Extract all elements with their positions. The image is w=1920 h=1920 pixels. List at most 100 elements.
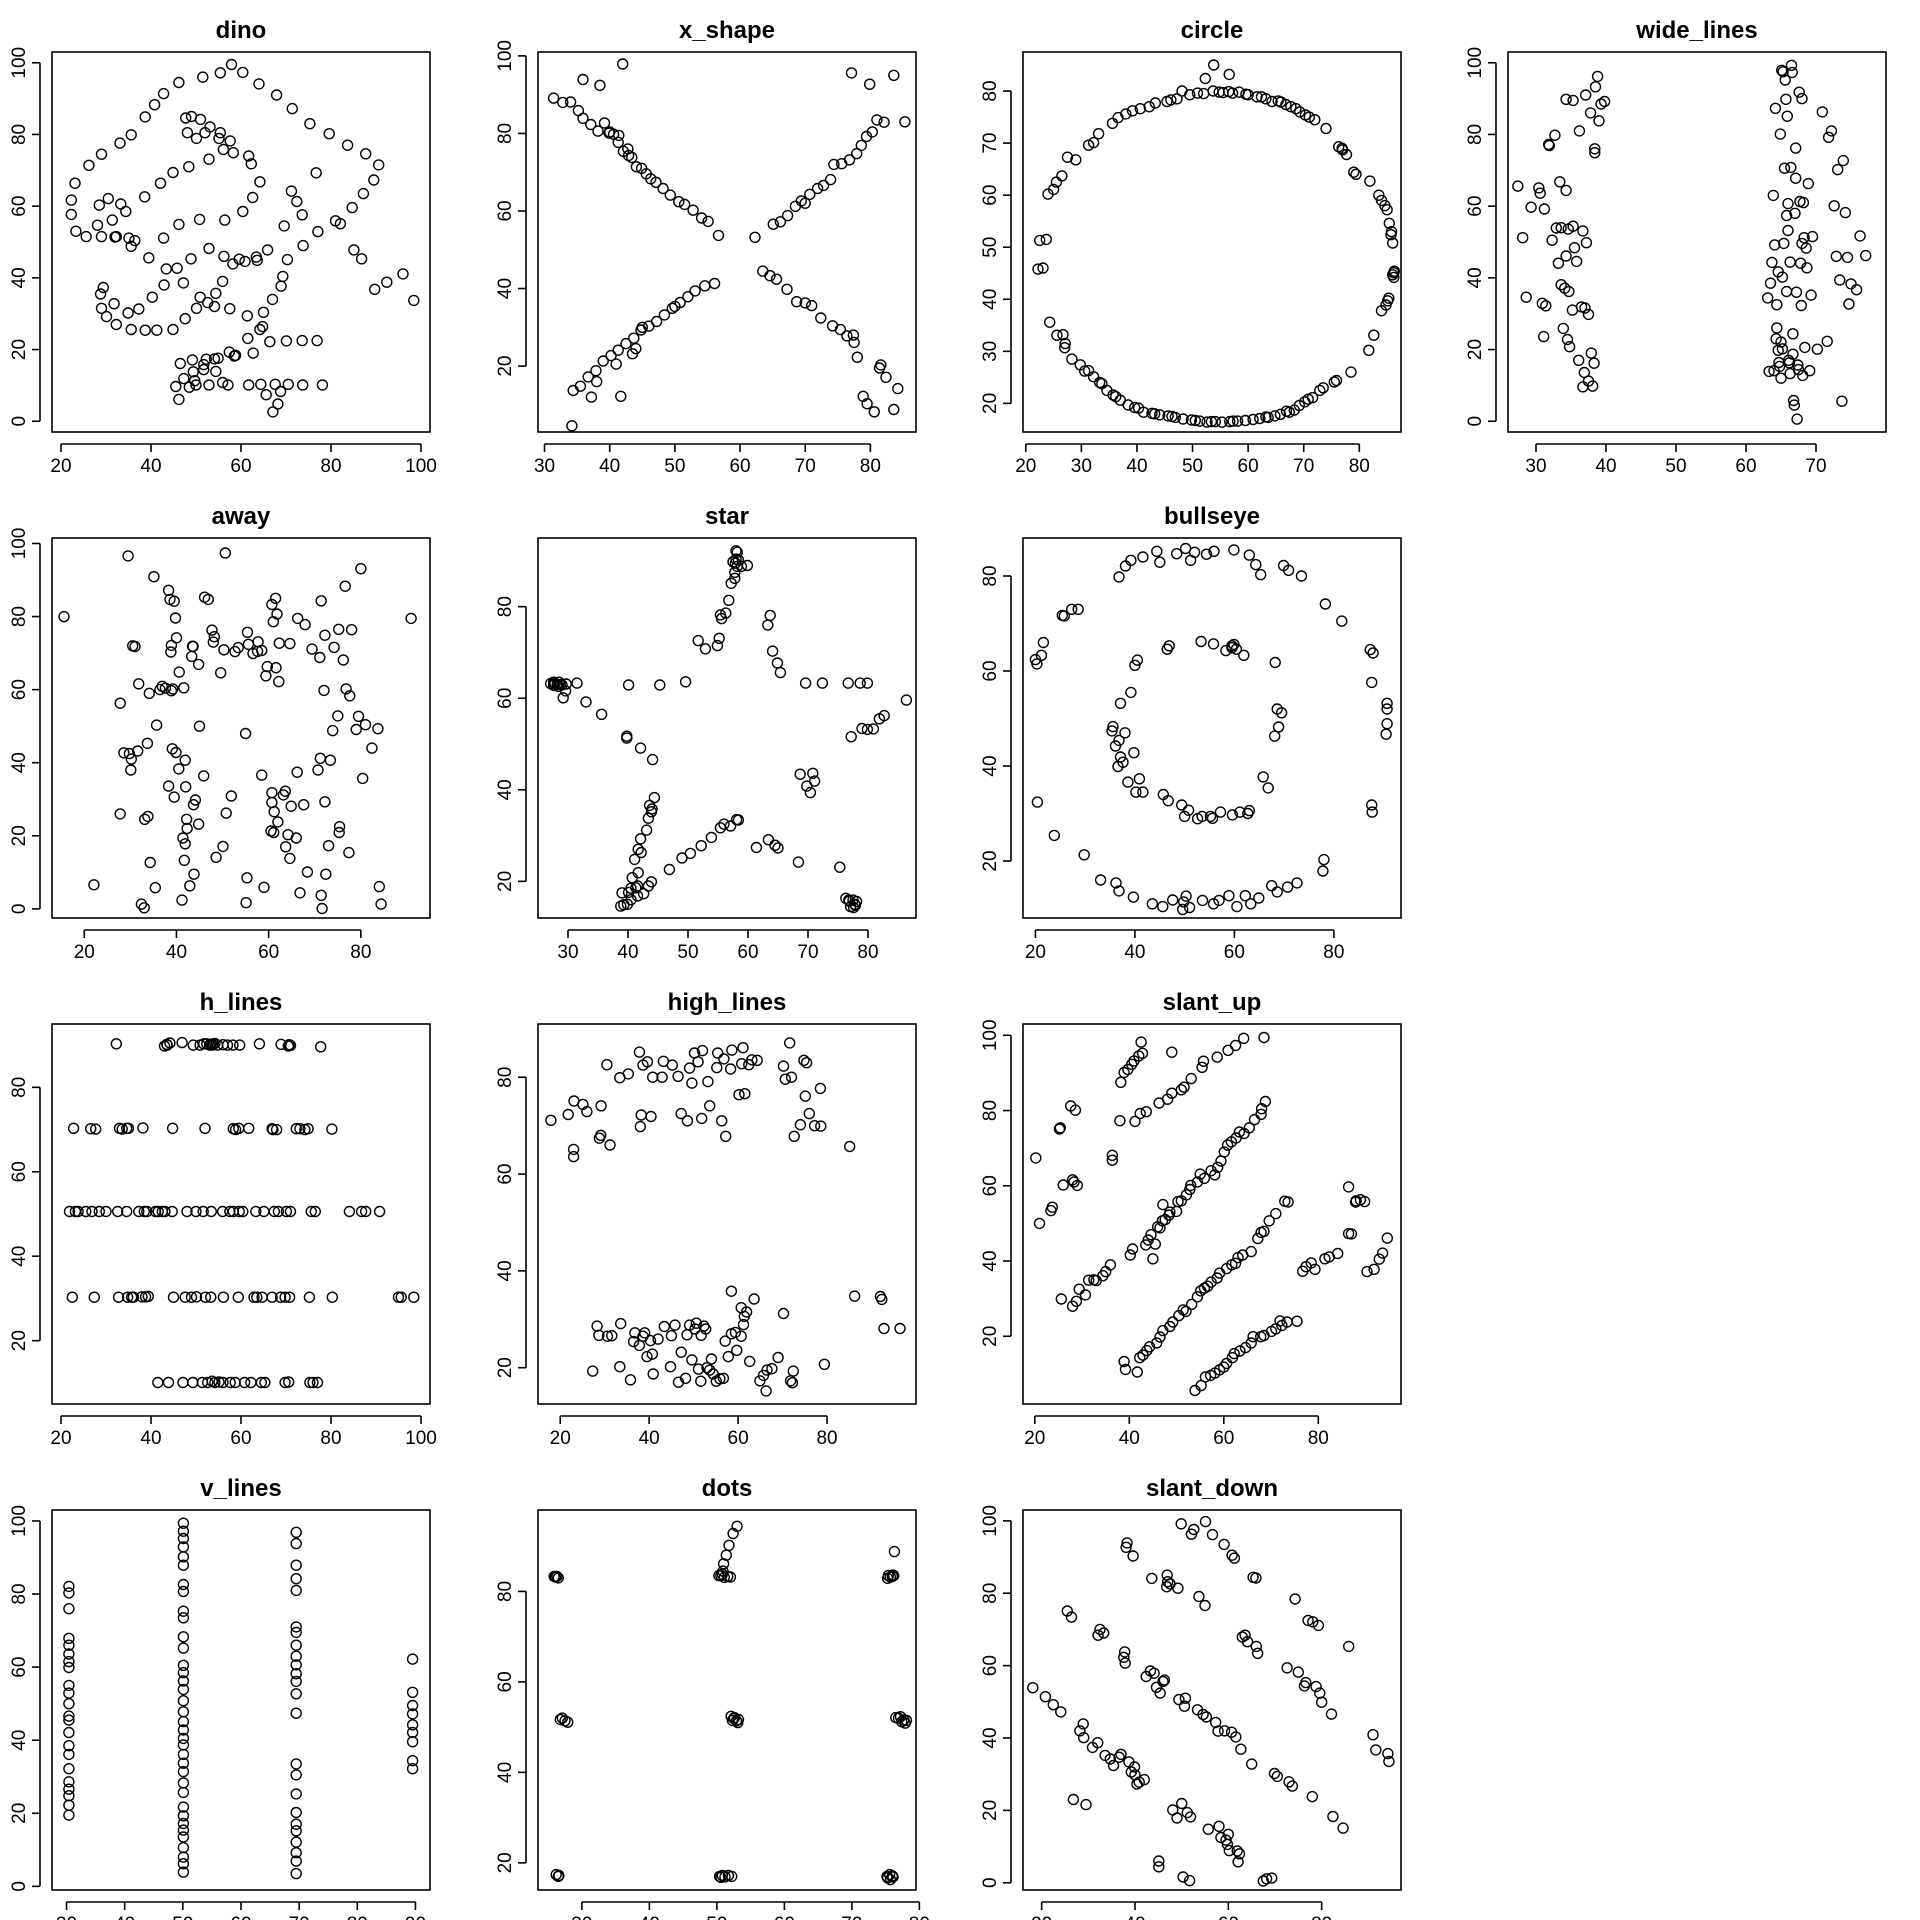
scatter-point — [1051, 329, 1063, 341]
scatter-point — [159, 682, 172, 694]
scatter-point — [665, 1329, 678, 1342]
scatter-point — [277, 270, 289, 283]
scatter-point — [892, 1712, 905, 1724]
scatter-point — [1131, 1366, 1144, 1378]
scatter-point — [751, 1054, 763, 1067]
scatter-point — [268, 826, 280, 839]
scatter-point — [183, 381, 196, 393]
scatter-point — [601, 1330, 614, 1342]
scatter-point — [1120, 1541, 1132, 1554]
scatter-point — [373, 159, 385, 171]
scatter-point — [1231, 900, 1243, 913]
scatter-point — [1160, 1580, 1173, 1593]
scatter-point — [177, 1675, 190, 1687]
scatter-point — [192, 818, 205, 830]
x-tick-label: 30 — [557, 942, 578, 963]
scatter-point — [406, 1699, 419, 1712]
scatter-point — [266, 293, 279, 306]
scatter-point — [166, 743, 179, 755]
scatter-point — [1119, 727, 1131, 739]
scatter-point — [205, 1205, 218, 1218]
scatter-point — [695, 212, 708, 224]
scatter-point — [632, 843, 644, 855]
scatter-point — [876, 1293, 888, 1306]
scatter-point — [138, 813, 151, 825]
x-tick-label: 50 — [172, 1914, 193, 1920]
scatter-point — [1776, 343, 1789, 355]
scatter-point — [181, 1205, 193, 1218]
scatter-point — [177, 1683, 190, 1696]
x-tick-label: 80 — [1311, 1914, 1332, 1920]
x-tick-label: 40 — [1124, 1914, 1145, 1920]
scatter-point — [63, 1762, 75, 1775]
scatter-point — [279, 785, 291, 797]
y-tick-label: 0 — [980, 1877, 1001, 1888]
scatter-point — [1200, 548, 1213, 560]
scatter-point — [406, 1726, 419, 1739]
scatter-point — [851, 351, 863, 363]
y-tick-label: 40 — [980, 755, 1001, 776]
y-tick-label: 60 — [495, 1671, 516, 1692]
scatter-point — [1380, 728, 1392, 740]
scatter-point — [1223, 890, 1235, 902]
scatter-point — [1247, 413, 1259, 426]
scatter-point — [1040, 233, 1053, 246]
x-tick-label: 40 — [617, 942, 638, 963]
scatter-point — [1165, 94, 1177, 106]
scatter-point — [1319, 598, 1332, 610]
scatter-point — [1816, 106, 1829, 118]
scatter-point — [177, 1694, 190, 1707]
x-tick-label: 40 — [599, 456, 620, 477]
scatter-point — [1153, 1855, 1165, 1867]
scatter-point — [1782, 224, 1794, 237]
scatter-point — [605, 349, 617, 362]
scatter-point — [1128, 401, 1141, 414]
scatter-point — [1078, 365, 1091, 377]
scatter-point — [242, 638, 255, 650]
scatter-point — [627, 1335, 640, 1348]
scatter-point — [1364, 643, 1376, 656]
scatter-point — [1268, 1767, 1281, 1780]
scatter-point — [177, 1705, 190, 1718]
scatter-point — [845, 67, 858, 79]
scatter-point — [1275, 707, 1288, 719]
scatter-point — [192, 658, 205, 671]
scatter-point — [748, 1293, 760, 1305]
scatter-point — [406, 1686, 419, 1699]
scatter-point — [888, 69, 900, 82]
scatter-point — [232, 1291, 245, 1303]
scatter-point — [227, 146, 240, 159]
scatter-point — [1280, 405, 1293, 417]
scatter-point — [1563, 285, 1575, 298]
scatter-point — [1386, 269, 1399, 281]
scatter-point — [1845, 278, 1857, 290]
scatter-point — [1209, 1169, 1221, 1181]
scatter-point — [93, 199, 106, 211]
scatter-point — [1350, 168, 1362, 181]
scatter-point — [675, 1346, 687, 1358]
scatter-point — [132, 678, 145, 690]
scatter-point — [1214, 806, 1227, 818]
scatter-point — [1549, 129, 1561, 141]
scatter-point — [1293, 399, 1306, 412]
scatter-point — [654, 679, 666, 691]
scatter-point — [720, 1130, 732, 1143]
scatter-point — [1789, 207, 1801, 220]
scatter-point — [725, 1328, 738, 1340]
scatter-point — [177, 1724, 190, 1736]
scatter-point — [1037, 636, 1050, 649]
scatter-panel-star: star 30 40 50 60 70 80 20 40 60 80 — [495, 503, 917, 963]
scatter-point — [240, 897, 252, 909]
scatter-point — [1854, 230, 1866, 242]
scatter-point — [737, 1041, 749, 1054]
y-tick-label: 40 — [9, 1246, 30, 1267]
scatter-point — [266, 787, 278, 799]
scatter-point — [900, 1714, 913, 1727]
scatter-point — [567, 384, 579, 397]
scatter-point — [1795, 299, 1808, 312]
scatter-point — [1255, 1108, 1267, 1121]
y-tick-label: 60 — [495, 200, 516, 221]
scatter-point — [123, 747, 136, 760]
scatter-point — [1250, 1640, 1263, 1653]
scatter-point — [594, 79, 606, 92]
